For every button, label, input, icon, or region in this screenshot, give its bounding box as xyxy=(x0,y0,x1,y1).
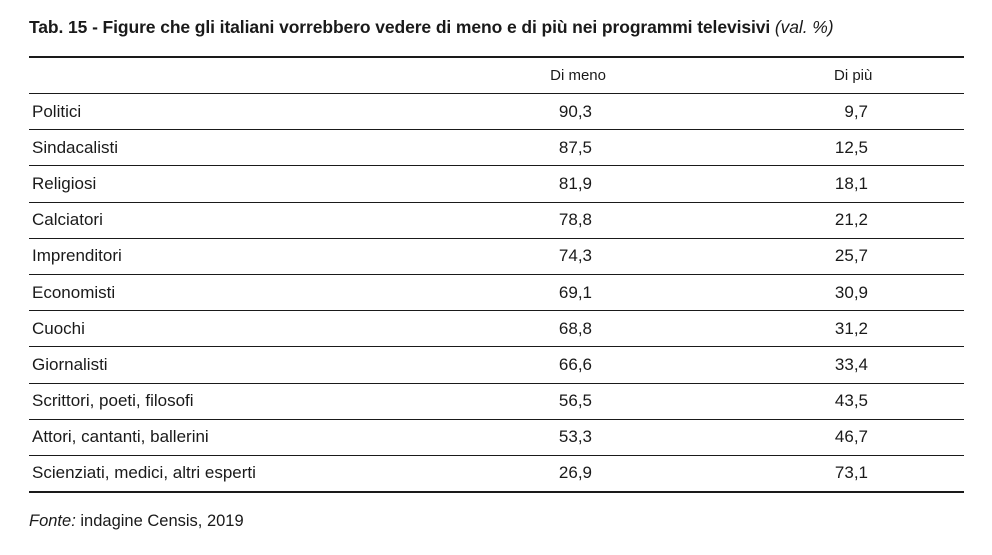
column-header-di-meno: Di meno xyxy=(550,67,606,84)
cell-di-piu-value: 33,4 xyxy=(834,354,868,374)
cell-di-piu-value: 43,5 xyxy=(834,391,868,411)
table-title: Tab. 15 - Figure che gli italiani vorreb… xyxy=(29,17,834,38)
data-table-container: Di meno Di più Politici 90,3 9,7 Sindaca… xyxy=(29,56,964,493)
cell-di-meno: 81,9 xyxy=(558,173,592,193)
cell-di-piu: 12,5 xyxy=(614,130,964,166)
cell-di-piu-value: 73,1 xyxy=(834,463,868,483)
cell-di-piu-value: 31,2 xyxy=(834,318,868,338)
table-row: Giornalisti 66,6 33,4 xyxy=(29,347,964,383)
header-row: Di meno Di più xyxy=(29,57,964,94)
table-row: Attori, cantanti, ballerini 53,3 46,7 xyxy=(29,419,964,456)
table-row: Religiosi 81,9 18,1 xyxy=(29,166,964,203)
column-header-label xyxy=(29,57,469,94)
cell-di-piu-value: 9,7 xyxy=(844,101,868,121)
row-label: Attori, cantanti, ballerini xyxy=(32,427,209,447)
cell-di-meno: 78,8 xyxy=(558,210,592,230)
cell-di-piu: 33,4 xyxy=(614,347,964,383)
cell-di-piu: 18,1 xyxy=(614,166,964,202)
table-row: Sindacalisti 87,5 12,5 xyxy=(29,130,964,166)
data-table: Di meno Di più Politici 90,3 9,7 Sindaca… xyxy=(29,56,964,493)
row-label: Scienziati, medici, altri esperti xyxy=(32,463,256,483)
row-label: Giornalisti xyxy=(32,354,108,374)
source-label: Fonte: xyxy=(29,512,76,530)
table-row: Calciatori 78,8 21,2 xyxy=(29,202,964,239)
row-label: Economisti xyxy=(32,282,116,302)
cell-di-piu-value: 21,2 xyxy=(834,210,868,230)
column-header-di-piu: Di più xyxy=(834,67,873,84)
row-label: Scrittori, poeti, filosofi xyxy=(32,391,194,411)
cell-di-piu-value: 25,7 xyxy=(834,246,868,266)
row-label: Imprenditori xyxy=(32,246,122,266)
row-label: Religiosi xyxy=(32,173,97,193)
table-row: Economisti 69,1 30,9 xyxy=(29,274,964,311)
source-note: Fonte: indagine Censis, 2019 xyxy=(29,512,244,531)
table-row: Scienziati, medici, altri esperti 26,9 7… xyxy=(29,455,964,493)
cell-di-meno: 87,5 xyxy=(558,137,592,157)
table-header: Di meno Di più xyxy=(29,57,964,94)
cell-di-meno: 74,3 xyxy=(558,246,592,266)
cell-di-piu: 43,5 xyxy=(614,383,964,419)
cell-di-meno: 66,6 xyxy=(558,354,592,374)
table-row: Politici 90,3 9,7 xyxy=(29,94,964,130)
cell-di-meno: 68,8 xyxy=(558,318,592,338)
cell-di-meno: 56,5 xyxy=(558,391,592,411)
table-row: Imprenditori 74,3 25,7 xyxy=(29,238,964,275)
row-label: Sindacalisti xyxy=(32,137,118,157)
table-title-unit: (val. %) xyxy=(774,17,834,37)
table-row: Scrittori, poeti, filosofi 56,5 43,5 xyxy=(29,383,964,420)
cell-di-piu: 31,2 xyxy=(614,311,964,347)
cell-di-meno: 69,1 xyxy=(558,282,592,302)
table-row: Cuochi 68,8 31,2 xyxy=(29,311,964,347)
cell-di-meno: 26,9 xyxy=(558,463,592,483)
cell-di-piu-value: 12,5 xyxy=(834,137,868,157)
cell-di-piu: 73,1 xyxy=(614,455,964,492)
cell-di-piu: 30,9 xyxy=(614,274,964,310)
source-text: indagine Censis, 2019 xyxy=(80,512,244,530)
table-body: Politici 90,3 9,7 Sindacalisti 87,5 12,5… xyxy=(29,94,964,493)
cell-di-piu: 25,7 xyxy=(614,238,964,274)
cell-di-piu: 21,2 xyxy=(614,202,964,238)
cell-di-piu: 9,7 xyxy=(614,94,964,130)
cell-di-piu-value: 46,7 xyxy=(834,427,868,447)
cell-di-piu: 46,7 xyxy=(614,419,964,455)
cell-di-piu-value: 30,9 xyxy=(834,282,868,302)
table-title-text: Tab. 15 - Figure che gli italiani vorreb… xyxy=(29,17,771,37)
cell-di-meno: 53,3 xyxy=(558,427,592,447)
row-label: Calciatori xyxy=(32,210,103,230)
cell-di-meno: 90,3 xyxy=(558,101,592,121)
row-label: Cuochi xyxy=(32,318,85,338)
cell-di-piu-value: 18,1 xyxy=(834,173,868,193)
row-label: Politici xyxy=(32,101,82,121)
